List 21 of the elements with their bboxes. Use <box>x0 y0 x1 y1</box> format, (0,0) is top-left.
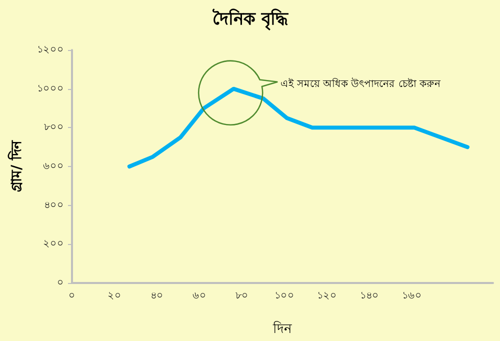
x-tick-label: ৮০ <box>236 290 249 302</box>
y-tick-label: ৮০০ <box>44 122 64 134</box>
line-series <box>127 86 470 168</box>
annotation: এই সময়ে অধিক উৎপাদনের চেষ্টা করুন <box>280 76 442 90</box>
y-tick-label: ১০০০ <box>37 83 64 94</box>
x-tick-label: ০ <box>68 290 76 302</box>
x-tick-label: ১০০ <box>274 290 295 302</box>
x-tick-label: ১২০ <box>317 290 338 302</box>
x-tick-label: ১৪০ <box>360 290 380 302</box>
y-tick-label: ০ <box>57 278 64 288</box>
x-tick-label: ৪০ <box>150 290 164 302</box>
y-axis-title: গ্রাম/ দিন <box>7 140 25 192</box>
x-tick-label: ১৬০ <box>402 290 422 302</box>
y-tick-label: ৪০০ <box>44 200 64 211</box>
y-tick-label: ২০০ <box>43 238 64 250</box>
x-tick-label: ২০ <box>108 290 122 302</box>
y-tick-label: ৬০০ <box>43 161 64 172</box>
x-axis-title: দিন <box>272 321 292 337</box>
x-tick-label: ৬০ <box>192 290 207 302</box>
y-tick-label: ১২০০ <box>37 44 64 56</box>
chart-title: দৈনিক বৃদ্ধি <box>212 8 290 30</box>
